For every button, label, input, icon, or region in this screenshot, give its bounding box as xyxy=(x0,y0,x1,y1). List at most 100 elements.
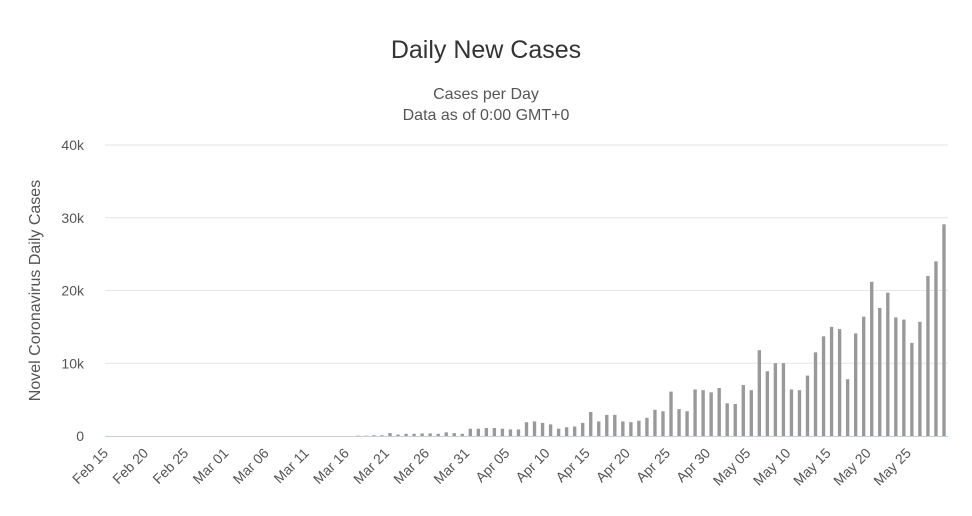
bar[interactable] xyxy=(701,390,705,436)
bar[interactable] xyxy=(741,385,745,436)
bar[interactable] xyxy=(837,329,842,436)
x-tick-label: Apr 20 xyxy=(593,445,634,486)
subtitle-line-2: Data as of 0:00 GMT+0 xyxy=(402,107,570,124)
bar[interactable] xyxy=(476,428,481,436)
bar[interactable] xyxy=(500,428,505,436)
x-tick-label: May 10 xyxy=(750,445,794,489)
bar[interactable] xyxy=(805,375,810,436)
bar[interactable] xyxy=(677,409,681,436)
bars xyxy=(356,224,946,437)
bar[interactable] xyxy=(813,352,818,436)
x-tick-label: Feb 15 xyxy=(69,445,111,487)
bar[interactable] xyxy=(886,292,890,436)
bar[interactable] xyxy=(460,433,464,436)
x-tick-label: Apr 25 xyxy=(633,445,674,486)
bar[interactable] xyxy=(605,414,609,436)
bar[interactable] xyxy=(621,421,625,436)
bar[interactable] xyxy=(468,428,472,436)
bar[interactable] xyxy=(870,281,874,436)
bar[interactable] xyxy=(797,390,802,436)
bar[interactable] xyxy=(404,433,408,436)
x-tick-label: Feb 20 xyxy=(109,445,151,487)
gridlines xyxy=(105,144,948,364)
bar[interactable] xyxy=(396,434,400,436)
x-tick-label: May 25 xyxy=(870,445,914,489)
bar[interactable] xyxy=(709,392,713,436)
bar[interactable] xyxy=(436,433,440,436)
x-tick-label: Mar 21 xyxy=(350,445,392,487)
bar[interactable] xyxy=(516,429,521,436)
bar[interactable] xyxy=(934,261,938,436)
bar[interactable] xyxy=(452,433,456,436)
bar[interactable] xyxy=(878,307,882,436)
bar[interactable] xyxy=(845,379,850,436)
bar[interactable] xyxy=(589,411,593,436)
bar[interactable] xyxy=(597,421,601,436)
y-tick-label: 10k xyxy=(61,355,85,371)
chart-subtitle: Cases per Day Data as of 0:00 GMT+0 xyxy=(0,84,972,126)
bar[interactable] xyxy=(765,371,770,436)
bar[interactable] xyxy=(444,432,448,436)
bar[interactable] xyxy=(781,363,786,436)
bar[interactable] xyxy=(532,421,537,436)
bar[interactable] xyxy=(380,435,384,436)
bar[interactable] xyxy=(733,403,737,436)
bar[interactable] xyxy=(548,424,553,436)
bar[interactable] xyxy=(829,326,834,437)
bar[interactable] xyxy=(853,333,858,436)
x-tick-label: Apr 05 xyxy=(472,445,513,486)
bar[interactable] xyxy=(629,422,633,436)
bar[interactable] xyxy=(581,422,585,436)
y-tick-label: 30k xyxy=(61,210,85,226)
bar[interactable] xyxy=(926,275,930,436)
bar[interactable] xyxy=(669,391,673,436)
y-tick-label: 0 xyxy=(76,428,84,444)
bar[interactable] xyxy=(572,426,577,436)
bar[interactable] xyxy=(484,428,489,436)
bar[interactable] xyxy=(910,342,914,436)
bar[interactable] xyxy=(749,390,753,436)
bar[interactable] xyxy=(372,435,376,436)
x-tick-label: Apr 10 xyxy=(512,445,553,486)
y-tick-label: 20k xyxy=(61,283,85,299)
bar[interactable] xyxy=(757,350,762,436)
bar[interactable] xyxy=(789,389,794,436)
bar[interactable] xyxy=(420,433,424,436)
x-tick-label: Apr 15 xyxy=(552,445,593,486)
bar[interactable] xyxy=(661,411,665,436)
bar[interactable] xyxy=(653,409,657,436)
bar[interactable] xyxy=(428,433,432,436)
bar[interactable] xyxy=(821,336,826,436)
bar[interactable] xyxy=(540,422,545,436)
x-tick-label: Feb 25 xyxy=(149,445,191,487)
bar[interactable] xyxy=(693,389,697,436)
x-tick-label: Mar 31 xyxy=(430,445,472,487)
bar[interactable] xyxy=(725,403,729,436)
bar[interactable] xyxy=(637,420,641,436)
x-tick-label: Mar 06 xyxy=(230,445,272,487)
chart-title: Daily New Cases xyxy=(390,36,582,64)
bar[interactable] xyxy=(685,411,689,436)
bar[interactable] xyxy=(508,429,513,436)
bar[interactable] xyxy=(412,433,416,436)
bar[interactable] xyxy=(556,428,561,436)
bar[interactable] xyxy=(773,363,778,436)
x-tick-label: Mar 11 xyxy=(270,445,312,487)
bar[interactable] xyxy=(645,417,649,436)
bar[interactable] xyxy=(613,414,617,436)
bar[interactable] xyxy=(942,224,946,436)
bar[interactable] xyxy=(388,433,392,436)
bar[interactable] xyxy=(902,319,906,436)
bar[interactable] xyxy=(918,321,922,436)
x-tick-label: Mar 01 xyxy=(189,445,231,487)
bar[interactable] xyxy=(492,428,497,436)
bar[interactable] xyxy=(524,422,529,436)
bar[interactable] xyxy=(894,317,898,436)
x-tick-label: May 20 xyxy=(830,445,874,489)
bar[interactable] xyxy=(564,427,569,436)
bar[interactable] xyxy=(862,316,866,436)
y-axis-ticks: 0 10k 20k 30k 40k xyxy=(61,137,85,444)
bar[interactable] xyxy=(717,387,721,436)
